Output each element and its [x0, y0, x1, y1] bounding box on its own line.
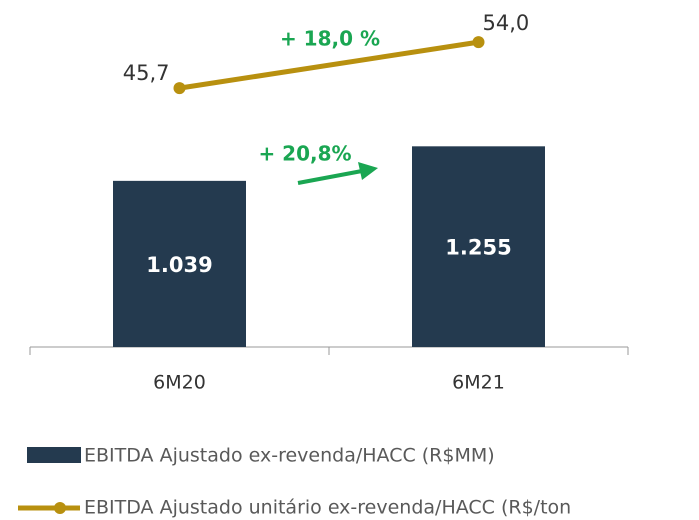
legend-swatch: [27, 447, 81, 463]
legend-label: EBITDA Ajustado ex-revenda/HACC (R$MM): [84, 445, 495, 467]
arrow-shaft: [297, 169, 363, 185]
x-tick-label: 6M20: [153, 372, 206, 394]
bar-value-label: 1.039: [146, 253, 212, 277]
line-value-label: 45,7: [123, 61, 170, 85]
arrow-head: [358, 162, 378, 180]
legend-swatch: [54, 502, 66, 514]
line-marker: [472, 36, 485, 49]
annotation: + 18,0 %: [280, 27, 380, 51]
x-tick-label: 6M21: [452, 372, 505, 394]
annotation: + 20,8%: [258, 142, 351, 166]
bar-value-label: 1.255: [445, 236, 511, 260]
bar: [113, 180, 246, 347]
legend-label: EBITDA Ajustado unitário ex-revenda/HACC…: [84, 497, 571, 519]
line-value-label: 54,0: [483, 11, 530, 35]
bar: [412, 146, 545, 347]
line-marker: [173, 82, 186, 95]
line: [179, 39, 479, 91]
